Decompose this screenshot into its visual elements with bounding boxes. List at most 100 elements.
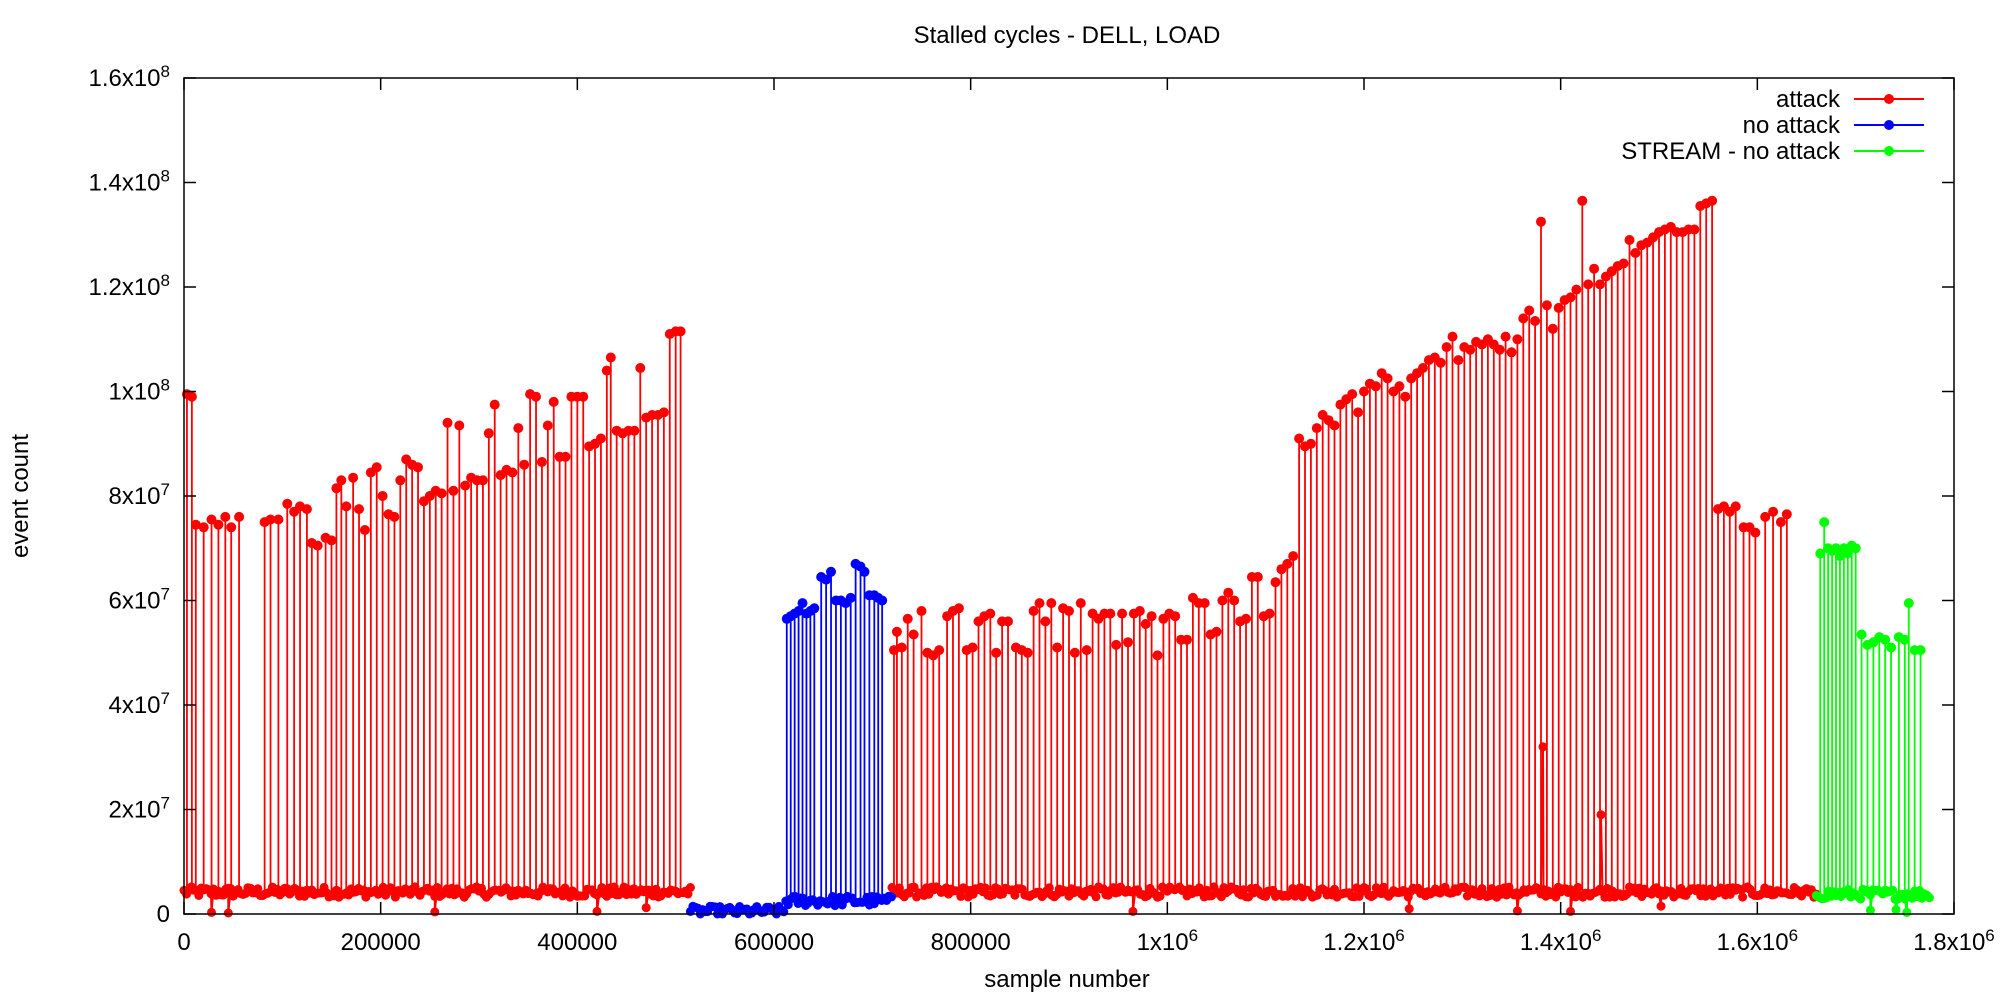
data-point bbox=[413, 462, 423, 473]
data-point bbox=[1140, 619, 1151, 629]
data-point bbox=[896, 642, 907, 653]
chart-title: Stalled cycles - DELL, LOAD bbox=[914, 22, 1221, 49]
data-point bbox=[377, 491, 388, 501]
data-point bbox=[1465, 344, 1476, 355]
data-point bbox=[1146, 611, 1157, 622]
data-point bbox=[1834, 551, 1845, 562]
x-tick-label: 200000 bbox=[341, 929, 421, 956]
data-point bbox=[877, 595, 888, 606]
legend-label: attack bbox=[1776, 86, 1841, 113]
data-point bbox=[1656, 901, 1666, 911]
data-point bbox=[1856, 894, 1866, 904]
data-point bbox=[190, 519, 201, 530]
data-point bbox=[1223, 587, 1234, 598]
x-axis-label: sample number bbox=[984, 966, 1149, 993]
data-point bbox=[220, 511, 231, 522]
data-point bbox=[1294, 433, 1305, 444]
data-point bbox=[891, 626, 902, 637]
data-point bbox=[1915, 645, 1926, 656]
data-point bbox=[1069, 647, 1080, 658]
data-point bbox=[265, 514, 276, 525]
data-point bbox=[548, 396, 559, 407]
legend-marker bbox=[1884, 146, 1894, 156]
data-point bbox=[359, 525, 370, 535]
data-point bbox=[1583, 279, 1594, 290]
legend-marker bbox=[1884, 120, 1894, 130]
data-point bbox=[430, 907, 440, 917]
data-point bbox=[1819, 517, 1830, 528]
data-point bbox=[580, 891, 590, 901]
data-point bbox=[1229, 595, 1240, 606]
data-point bbox=[956, 891, 966, 901]
data-point bbox=[821, 574, 832, 585]
data-point bbox=[560, 451, 571, 462]
data-point bbox=[336, 475, 347, 486]
y-tick-label: 0 bbox=[157, 901, 170, 928]
y-tick-label: 1.2x108 bbox=[88, 271, 170, 301]
y-tick-label: 1.6x108 bbox=[88, 62, 170, 92]
data-point bbox=[601, 365, 612, 376]
data-point bbox=[809, 603, 820, 614]
data-point bbox=[1040, 616, 1051, 627]
data-point bbox=[1577, 195, 1588, 206]
data-point bbox=[605, 352, 616, 363]
data-point bbox=[1494, 344, 1505, 355]
data-point bbox=[859, 566, 870, 577]
data-point bbox=[542, 420, 553, 431]
data-point bbox=[1117, 608, 1128, 619]
data-point bbox=[1199, 598, 1210, 609]
data-point bbox=[1760, 511, 1771, 522]
data-point bbox=[1630, 248, 1641, 258]
data-point bbox=[1618, 258, 1629, 269]
y-tick-label: 2x107 bbox=[108, 794, 170, 824]
data-point bbox=[1856, 629, 1867, 640]
x-tick-label: 1.4x106 bbox=[1520, 926, 1602, 956]
data-point bbox=[1404, 904, 1414, 914]
data-point bbox=[1842, 548, 1853, 559]
data-point bbox=[436, 488, 447, 499]
data-point bbox=[991, 647, 1002, 658]
data-point bbox=[282, 498, 293, 509]
data-point bbox=[1453, 355, 1464, 366]
data-point bbox=[1052, 642, 1063, 653]
data-point bbox=[1022, 647, 1033, 658]
data-point bbox=[1359, 386, 1369, 397]
x-tick-label: 1.8x106 bbox=[1913, 926, 1995, 956]
x-tick-label: 1.2x106 bbox=[1323, 926, 1405, 956]
data-point bbox=[1730, 501, 1741, 512]
data-point bbox=[206, 514, 217, 525]
data-point bbox=[1347, 389, 1358, 400]
data-point bbox=[389, 511, 400, 522]
data-point bbox=[1305, 438, 1316, 449]
data-point bbox=[1270, 577, 1281, 588]
data-point bbox=[675, 326, 686, 337]
data-point bbox=[595, 433, 606, 444]
data-point bbox=[442, 417, 453, 428]
data-point bbox=[916, 606, 927, 616]
x-tick-label: 1x106 bbox=[1137, 926, 1199, 956]
data-point bbox=[1865, 905, 1875, 915]
data-point bbox=[1775, 517, 1786, 528]
data-point bbox=[326, 535, 337, 546]
data-point bbox=[1447, 331, 1458, 342]
data-point bbox=[658, 407, 669, 418]
y-tick-label: 6x107 bbox=[108, 585, 170, 615]
x-tick-label: 1.6x106 bbox=[1717, 926, 1799, 956]
data-point bbox=[1418, 363, 1428, 373]
data-point bbox=[513, 423, 524, 434]
data-point bbox=[454, 420, 465, 431]
data-point bbox=[1902, 907, 1912, 917]
data-point bbox=[1536, 216, 1546, 227]
data-point bbox=[273, 514, 284, 525]
data-point bbox=[1553, 302, 1564, 313]
data-point bbox=[213, 519, 224, 530]
data-point bbox=[1152, 650, 1163, 661]
data-point bbox=[826, 566, 836, 577]
x-tick-label: 800000 bbox=[931, 929, 1011, 956]
data-point bbox=[1512, 906, 1522, 916]
data-point bbox=[1353, 407, 1364, 418]
data-point bbox=[1028, 606, 1039, 616]
data-point bbox=[1034, 598, 1045, 609]
